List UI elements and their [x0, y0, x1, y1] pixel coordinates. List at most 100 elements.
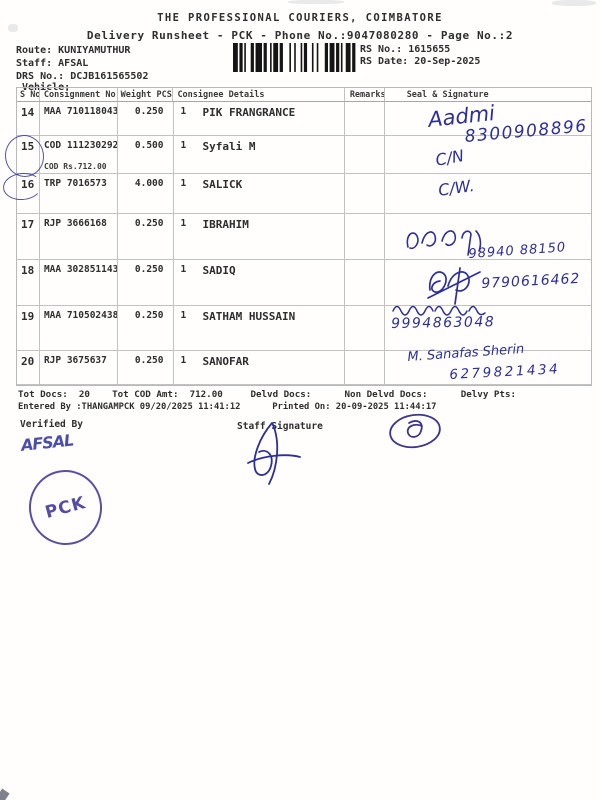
rs-date-line: RS Date: 20-Sep-2025: [360, 56, 480, 67]
row-consignee: SATHAM HUSSAIN: [202, 310, 296, 323]
row-sno: 20: [17, 351, 40, 384]
row-consignee-cell: 1 PIK FRANGRANCE: [174, 102, 345, 135]
col-header-consignee: Consignee Details: [173, 88, 345, 101]
pck-stamp-text: PCK: [43, 492, 88, 523]
consignment-table: S No Consignment No Weight PCS Consignee…: [16, 87, 592, 386]
handwritten-phone-row19: 9994863048: [391, 314, 496, 332]
col-header-sno: S No: [17, 88, 40, 101]
row-sno: 17: [17, 214, 40, 259]
row-consignment: RJP 3666168: [40, 214, 118, 259]
staff-signature-scribble: [247, 422, 301, 485]
staff-label: Staff:: [16, 58, 53, 69]
row-weight: 0.250: [118, 214, 174, 259]
row-consignment: MAA 302851143: [40, 260, 118, 305]
table-row: 19 MAA 710502438 0.250 1 SATHAM HUSSAIN: [17, 306, 591, 351]
scan-smudge: [552, 0, 596, 6]
row-pcs: 1: [180, 140, 187, 151]
row-consignee: SANOFAR: [202, 355, 249, 368]
row-weight: 0.250: [118, 260, 174, 305]
row-remarks: [345, 136, 385, 173]
row-consignee: SALICK: [202, 178, 243, 191]
tot-docs-value: 20: [78, 389, 90, 400]
rs-date-value: 20-Sep-2025: [414, 56, 481, 67]
row-consignee: Syfali M: [202, 140, 256, 153]
route-label: Route:: [16, 45, 53, 56]
row-sno: 19: [17, 306, 40, 350]
drs-line: DRS No.: DCJB161565502: [16, 71, 148, 82]
scan-smudge: [8, 24, 18, 32]
row-pcs: 1: [180, 106, 187, 117]
page-title: THE PROFESSIONAL COURIERS, COIMBATORE: [157, 12, 443, 24]
row-consignee: PIK FRANGRANCE: [202, 106, 296, 119]
row-weight: 0.250: [118, 102, 174, 135]
entered-by-text: Entered By :THANGAMPCK 09/20/2025 11:41:…: [18, 402, 241, 412]
drs-label: DRS No.:: [16, 71, 65, 82]
row-remarks: [345, 174, 385, 213]
row-sno: 18: [17, 260, 40, 305]
row-sno: 14: [17, 102, 40, 135]
row-weight: 0.250: [118, 306, 174, 350]
table-row: 17 RJP 3666168 0.250 1 IBRAHIM: [17, 214, 591, 260]
table-row: 18 MAA 302851143 0.250 1 SADIQ: [17, 260, 591, 306]
row-consignment: TRP 7016573: [40, 174, 118, 213]
row-pcs: 1: [180, 218, 187, 229]
row-consignee: SADIQ: [202, 264, 236, 277]
route-line: Route: KUNIYAMUTHUR: [16, 45, 130, 56]
staff-signature-label: Staff Signature: [237, 421, 323, 432]
delvd-docs-label: Delvd Docs:: [250, 389, 312, 400]
row-consignee-cell: 1 SANOFAR: [174, 351, 345, 384]
staff-value: AFSAL: [58, 58, 89, 69]
delvy-pts-label: Delvy Pts:: [460, 389, 517, 400]
rs-no-line: RS No.: 1615655: [360, 44, 450, 55]
barcode: [233, 43, 356, 72]
row-weight: 4.000: [118, 174, 174, 213]
row-consignee-cell: 1 SALICK: [174, 174, 345, 213]
table-header-row: S No Consignment No Weight PCS Consignee…: [17, 88, 591, 102]
scan-corner-mark: [0, 788, 10, 800]
rs-no-label: RS No.:: [360, 44, 403, 55]
row-sno: 15: [17, 136, 40, 173]
col-header-remarks: Remarks: [345, 88, 385, 101]
row-pcs: 1: [180, 355, 187, 366]
row-consignee-cell: 1 IBRAHIM: [174, 214, 345, 259]
row-consignee-cell: 1 Syfali M: [174, 136, 345, 173]
row-seal: [385, 174, 591, 213]
table-row: 15 COD 1112302926 0.500 1 Syfali M: [17, 136, 591, 174]
row-remarks: [345, 214, 385, 259]
col-header-seal: Seal & Signature: [406, 90, 489, 100]
staff-line: Staff: AFSAL: [16, 58, 88, 69]
scan-smudge: [288, 0, 344, 4]
col-header-weight-pcs: Weight PCS: [118, 88, 174, 101]
row-consignee: IBRAHIM: [202, 218, 249, 231]
route-value: KUNIYAMUTHUR: [58, 45, 131, 56]
row-remarks: [345, 102, 385, 135]
pck-stamp: PCK: [25, 466, 106, 549]
col-header-consignment: Consignment No: [40, 88, 118, 101]
row-consignee-cell: 1 SADIQ: [174, 260, 345, 305]
tot-cod-label: Tot COD Amt:: [112, 389, 179, 400]
row-weight: 0.250: [118, 351, 174, 384]
row-pcs: 1: [180, 310, 187, 321]
page-subtitle: Delivery Runsheet - PCK - Phone No.:9047…: [86, 29, 514, 42]
tot-cod-value: 712.00: [189, 389, 223, 400]
row-pcs: 1: [180, 178, 187, 189]
circled-initial-scribble: [389, 413, 441, 449]
row-pcs: 1: [180, 264, 187, 275]
row-remarks: [345, 306, 385, 350]
row-remarks: [345, 351, 385, 384]
verified-by-signature: AFSAL: [20, 430, 75, 455]
signature-scribble-row18: [427, 267, 481, 305]
signature-scribble-row19: [392, 305, 486, 316]
entered-printed-line: Entered By :THANGAMPCK 09/20/2025 11:41:…: [18, 402, 436, 412]
signature-scribble-row17: [406, 230, 482, 256]
drs-value: DCJB161565502: [70, 71, 149, 82]
cod-amount-note: COD Rs.712.00: [44, 162, 107, 171]
row-consignment: RJP 3675637: [40, 351, 118, 384]
row-weight: 0.500: [118, 136, 174, 173]
row-consignee-cell: 1 SATHAM HUSSAIN: [174, 306, 345, 350]
tot-docs-label: Tot Docs:: [18, 389, 68, 400]
printed-on-text: Printed On: 20-09-2025 11:44:17: [272, 402, 437, 412]
non-delvd-docs-label: Non Delvd Docs:: [344, 389, 428, 400]
totals-line: Tot Docs: 20 Tot COD Amt: 712.00 Delvd D…: [18, 389, 516, 400]
